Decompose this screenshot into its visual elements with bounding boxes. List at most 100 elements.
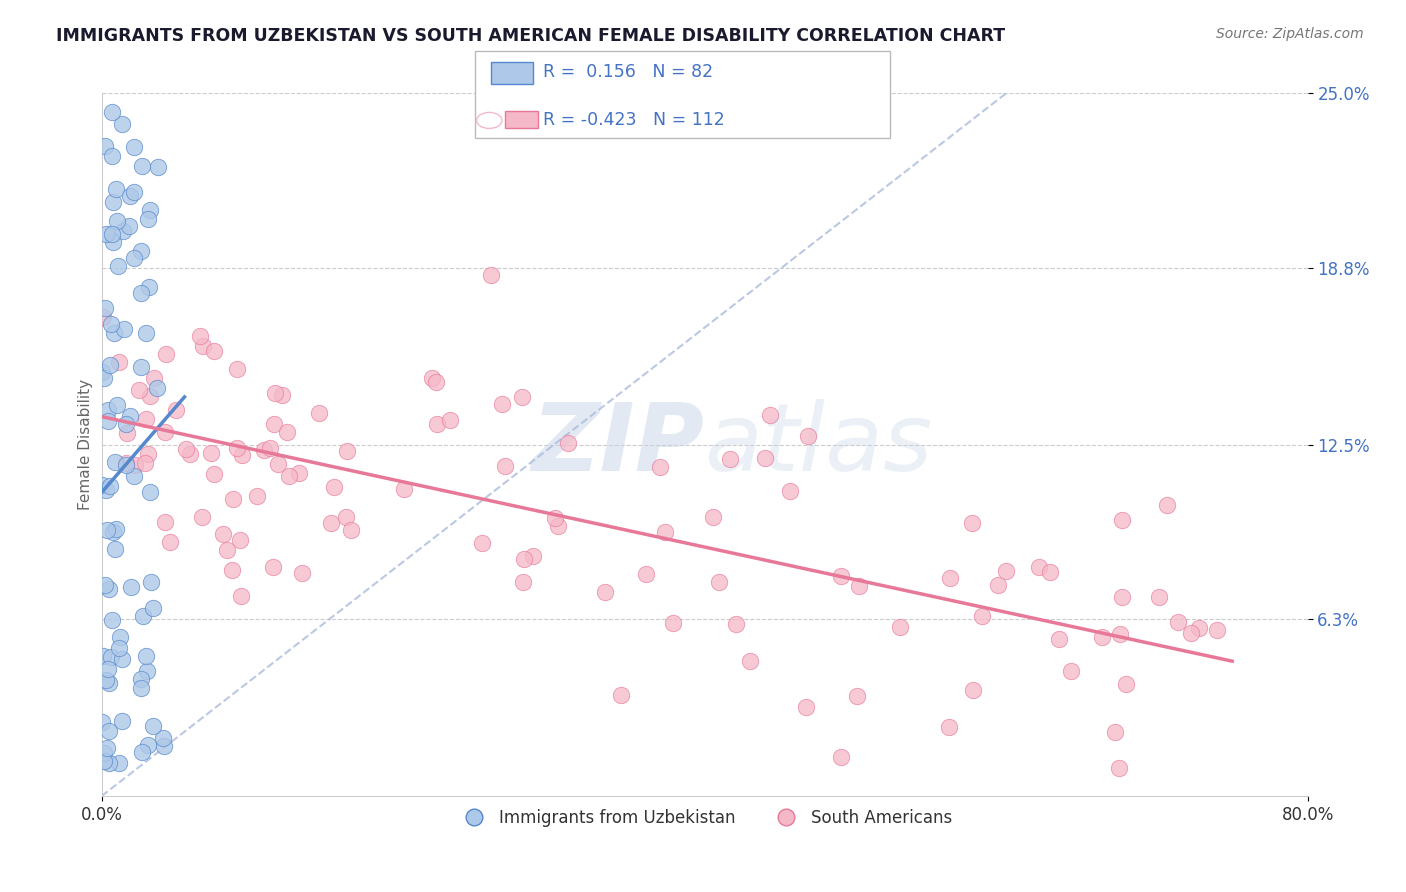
Point — [159, 534, 181, 549]
Point — [308, 406, 330, 420]
Point — [135, 649, 157, 664]
Point — [115, 425, 138, 440]
Point — [259, 441, 281, 455]
Point — [129, 681, 152, 696]
Point — [221, 563, 243, 577]
Point — [987, 578, 1010, 592]
Point — [593, 585, 616, 599]
Point — [142, 719, 165, 733]
Point — [97, 403, 120, 417]
Legend: Immigrants from Uzbekistan, South Americans: Immigrants from Uzbekistan, South Americ… — [451, 802, 959, 833]
Point — [522, 549, 544, 564]
Point — [111, 652, 134, 666]
Text: Source: ZipAtlas.com: Source: ZipAtlas.com — [1216, 27, 1364, 41]
Point — [270, 388, 292, 402]
Point — [94, 301, 117, 315]
Point — [152, 739, 174, 753]
Point — [153, 425, 176, 439]
Point — [131, 745, 153, 759]
Point — [91, 648, 114, 663]
Point — [547, 519, 569, 533]
Point — [481, 268, 503, 282]
Point — [96, 227, 118, 242]
Point — [200, 446, 222, 460]
Text: atlas: atlas — [704, 400, 932, 491]
Point — [105, 398, 128, 412]
Point — [115, 417, 138, 431]
Point — [211, 526, 233, 541]
Point — [190, 329, 212, 343]
Point — [229, 589, 252, 603]
Point — [100, 317, 122, 331]
Point — [104, 522, 127, 536]
Point — [93, 578, 115, 592]
Text: R =  0.156   N = 82: R = 0.156 N = 82 — [543, 63, 713, 81]
Point — [96, 483, 118, 498]
Point — [115, 456, 138, 470]
Point — [1108, 761, 1130, 775]
Text: ZIP: ZIP — [531, 399, 704, 491]
Point — [1156, 498, 1178, 512]
Point — [544, 511, 567, 525]
Point — [426, 417, 449, 432]
Point — [513, 551, 536, 566]
Point — [120, 189, 142, 203]
Point — [90, 478, 112, 492]
Point — [845, 690, 868, 704]
Text: R = -0.423   N = 112: R = -0.423 N = 112 — [543, 111, 724, 128]
Y-axis label: Female Disability: Female Disability — [79, 379, 93, 510]
Point — [335, 510, 357, 524]
Point — [100, 105, 122, 120]
Point — [994, 564, 1017, 578]
Point — [1059, 664, 1081, 678]
Point — [797, 429, 820, 443]
Point — [107, 756, 129, 771]
Point — [1104, 725, 1126, 739]
Point — [226, 362, 249, 376]
Point — [138, 280, 160, 294]
Point — [129, 359, 152, 374]
Point — [165, 403, 187, 417]
Point — [702, 510, 724, 524]
Point — [146, 161, 169, 175]
Point — [191, 509, 214, 524]
Point — [794, 699, 817, 714]
Text: IMMIGRANTS FROM UZBEKISTAN VS SOUTH AMERICAN FEMALE DISABILITY CORRELATION CHART: IMMIGRANTS FROM UZBEKISTAN VS SOUTH AMER… — [56, 27, 1005, 45]
Point — [848, 579, 870, 593]
Point — [112, 322, 135, 336]
Point — [960, 516, 983, 530]
Point — [101, 227, 124, 242]
Point — [97, 662, 120, 676]
Point — [138, 389, 160, 403]
Point — [105, 213, 128, 227]
Point — [104, 455, 127, 469]
Point — [1111, 514, 1133, 528]
Point — [1109, 627, 1132, 641]
Point — [105, 182, 128, 196]
Point — [191, 339, 214, 353]
Point — [439, 413, 461, 427]
Point — [1180, 625, 1202, 640]
Point — [124, 458, 146, 472]
Point — [97, 756, 120, 770]
Point — [101, 525, 124, 540]
Point — [153, 516, 176, 530]
Point — [94, 139, 117, 153]
Point — [93, 746, 115, 760]
Point — [288, 466, 311, 480]
Point — [98, 479, 121, 493]
Point — [155, 347, 177, 361]
Point — [101, 194, 124, 209]
Point — [718, 452, 741, 467]
Point — [139, 574, 162, 589]
Point — [136, 664, 159, 678]
Point — [98, 676, 121, 690]
Point — [754, 450, 776, 465]
Point — [101, 613, 124, 627]
Point — [132, 608, 155, 623]
Point — [830, 569, 852, 583]
Point — [136, 738, 159, 752]
Point — [340, 523, 363, 537]
Point — [101, 149, 124, 163]
Point — [131, 160, 153, 174]
